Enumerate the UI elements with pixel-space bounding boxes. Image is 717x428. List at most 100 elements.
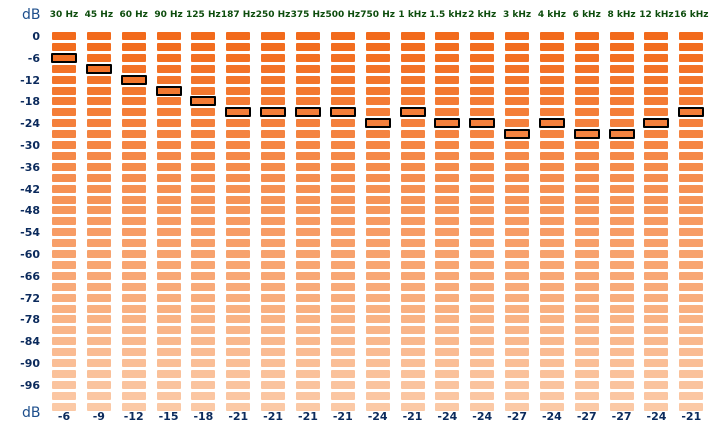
level-cell xyxy=(679,32,704,40)
level-cell xyxy=(365,173,390,182)
level-cell xyxy=(365,359,390,367)
level-cell xyxy=(609,228,634,237)
level-cell xyxy=(470,141,495,149)
level-cell xyxy=(330,337,355,346)
level-cell xyxy=(539,86,564,95)
level-cell xyxy=(261,348,286,357)
level-cell xyxy=(365,369,390,378)
level-cell xyxy=(470,239,495,248)
level-cell xyxy=(261,315,286,324)
level-cell xyxy=(330,380,355,389)
level-cell xyxy=(295,239,320,248)
level-cell xyxy=(365,315,390,324)
level-cell xyxy=(505,369,530,378)
level-cell xyxy=(261,260,286,269)
level-cell xyxy=(609,326,634,335)
level-cell xyxy=(505,173,530,182)
level-cell xyxy=(121,304,146,313)
level-cell xyxy=(52,391,76,400)
level-cell xyxy=(52,304,76,313)
level-cell xyxy=(365,304,390,313)
level-cell xyxy=(226,282,251,291)
level-cell xyxy=(365,151,390,160)
level-cell xyxy=(261,42,286,51)
level-cell xyxy=(644,315,669,324)
level-cell xyxy=(191,206,216,215)
level-cell xyxy=(609,184,634,193)
level-cell xyxy=(226,217,251,226)
level-cell xyxy=(365,184,390,193)
level-cell xyxy=(609,32,634,40)
level-cell xyxy=(295,184,320,193)
level-cell xyxy=(330,282,355,291)
level-cell xyxy=(679,282,704,291)
level-cell xyxy=(574,271,599,280)
level-cell xyxy=(435,391,460,400)
level-cell xyxy=(191,304,216,313)
level-cell xyxy=(121,119,146,128)
level-cell xyxy=(191,228,216,237)
band-frequency-label: 375 Hz xyxy=(290,10,326,20)
level-cell xyxy=(609,151,634,160)
level-cell xyxy=(121,380,146,389)
level-cell xyxy=(505,348,530,357)
level-cell xyxy=(644,217,669,226)
level-cell xyxy=(330,86,355,95)
level-cell xyxy=(295,162,320,171)
level-cell xyxy=(679,260,704,269)
level-cell xyxy=(574,402,599,411)
band-value-label: -27 xyxy=(507,410,527,423)
level-cell xyxy=(539,293,564,302)
level-cell xyxy=(539,75,564,84)
level-cell xyxy=(644,173,669,182)
level-cell xyxy=(156,315,181,324)
level-cell xyxy=(539,206,564,215)
level-cell xyxy=(86,119,111,128)
level-cell xyxy=(226,380,251,389)
level-cell xyxy=(435,304,460,313)
band-peak-marker xyxy=(434,118,461,129)
level-cell xyxy=(574,282,599,291)
db-tick-label: -72 xyxy=(20,291,40,305)
level-cell xyxy=(330,271,355,280)
level-cell xyxy=(539,260,564,269)
level-cell xyxy=(470,97,495,106)
level-cell xyxy=(295,86,320,95)
level-cell xyxy=(330,217,355,226)
level-cell xyxy=(191,162,216,171)
level-cell xyxy=(400,282,425,291)
level-cell xyxy=(470,337,495,346)
band-value-label: -21 xyxy=(402,410,423,423)
level-cell xyxy=(539,380,564,389)
level-cell xyxy=(644,260,669,269)
level-cell xyxy=(226,184,251,193)
level-cell xyxy=(505,141,530,149)
level-cell xyxy=(156,42,181,51)
level-cell xyxy=(435,228,460,237)
level-cell xyxy=(435,75,460,84)
level-cell xyxy=(505,359,530,367)
level-cell xyxy=(156,380,181,389)
level-cell xyxy=(400,141,425,149)
level-cell xyxy=(644,195,669,204)
level-cell xyxy=(609,402,634,411)
level-cell xyxy=(226,141,251,149)
level-cell xyxy=(679,217,704,226)
level-cell xyxy=(365,32,390,40)
level-cell xyxy=(52,206,76,215)
level-cell xyxy=(400,53,425,62)
level-cell xyxy=(470,32,495,40)
level-cell xyxy=(52,402,76,411)
band-peak-marker xyxy=(294,107,321,118)
level-cell xyxy=(86,195,111,204)
band-value-label: -24 xyxy=(541,410,562,423)
db-tick-label: -90 xyxy=(20,357,40,370)
level-cell xyxy=(52,42,76,51)
level-cell xyxy=(644,32,669,40)
level-cell xyxy=(435,32,460,40)
level-cell xyxy=(609,348,634,357)
level-cell xyxy=(679,348,704,357)
level-cell xyxy=(574,151,599,160)
level-cell xyxy=(644,86,669,95)
level-cell xyxy=(644,228,669,237)
